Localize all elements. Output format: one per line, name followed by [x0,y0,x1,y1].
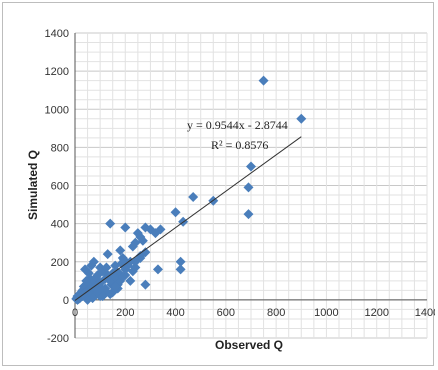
data-point [105,218,116,229]
x-tick-label: 600 [217,307,235,319]
x-tick-label: 1400 [415,307,435,319]
y-tick-label: 800 [51,142,69,154]
data-point [152,264,163,275]
data-point [92,285,103,296]
x-tick-labels: 0 200 400 600 800 1000 1200 1400 [72,307,435,319]
x-tick-label: 1000 [314,307,338,319]
data-point [105,289,116,300]
data-point [101,262,112,273]
data-point [132,228,143,239]
y-axis-title: Simulated Q [26,150,40,220]
x-tick-label: 200 [116,307,134,319]
data-point [125,275,136,286]
data-point [122,260,133,271]
data-points [71,75,307,305]
trendline-equation: y = 0.9544x - 2.8744 [187,118,288,132]
data-point [115,245,126,256]
x-tick-label: 1200 [364,307,388,319]
axis-layer [74,33,427,338]
data-point [135,251,146,262]
x-axis-title: Observed Q [215,338,283,352]
y-tick-label: 400 [51,219,69,231]
data-point [110,272,121,282]
y-tick-label: 1400 [45,28,69,40]
y-tick-label: -200 [47,333,69,345]
data-point [170,207,181,218]
data-point [88,256,99,267]
data-point [140,222,151,233]
y-tick-label: 600 [51,181,69,193]
x-tick-label: 400 [166,307,184,319]
data-point [175,256,186,267]
x-tick-label: 800 [267,307,285,319]
data-point [130,262,141,273]
data-point [137,235,148,246]
data-point [117,272,128,282]
y-tick-label: 0 [63,295,69,307]
data-point [258,75,269,86]
chart-frame: 0 200 400 600 800 1000 1200 1400 -200 0 200 400 600… [2,2,435,366]
data-point [80,264,91,275]
data-point [120,222,131,233]
data-point [243,209,254,220]
data-point [97,291,108,302]
data-point [130,256,141,267]
y-tick-labels: -200 0 200 400 600 800 1000 1200 1400 [45,28,69,345]
data-point [175,264,186,275]
y-tick-label: 1200 [45,66,69,78]
data-point [100,283,111,294]
r-squared-label: R² = 0.8576 [211,138,268,152]
data-point [110,281,121,292]
data-point [296,113,307,124]
data-point [81,275,92,286]
scatter-chart: 0 200 400 600 800 1000 1200 1400 -200 0 200 400 600… [26,28,435,352]
data-point [140,279,151,290]
trendline [74,136,302,301]
data-point [95,262,106,273]
data-point [246,161,256,172]
y-tick-label: 1000 [45,104,69,116]
x-tick-label: 0 [72,307,78,319]
data-point [87,292,98,303]
data-point [188,191,199,202]
data-point [102,249,113,260]
y-tick-label: 200 [51,257,69,269]
data-point [243,182,254,193]
